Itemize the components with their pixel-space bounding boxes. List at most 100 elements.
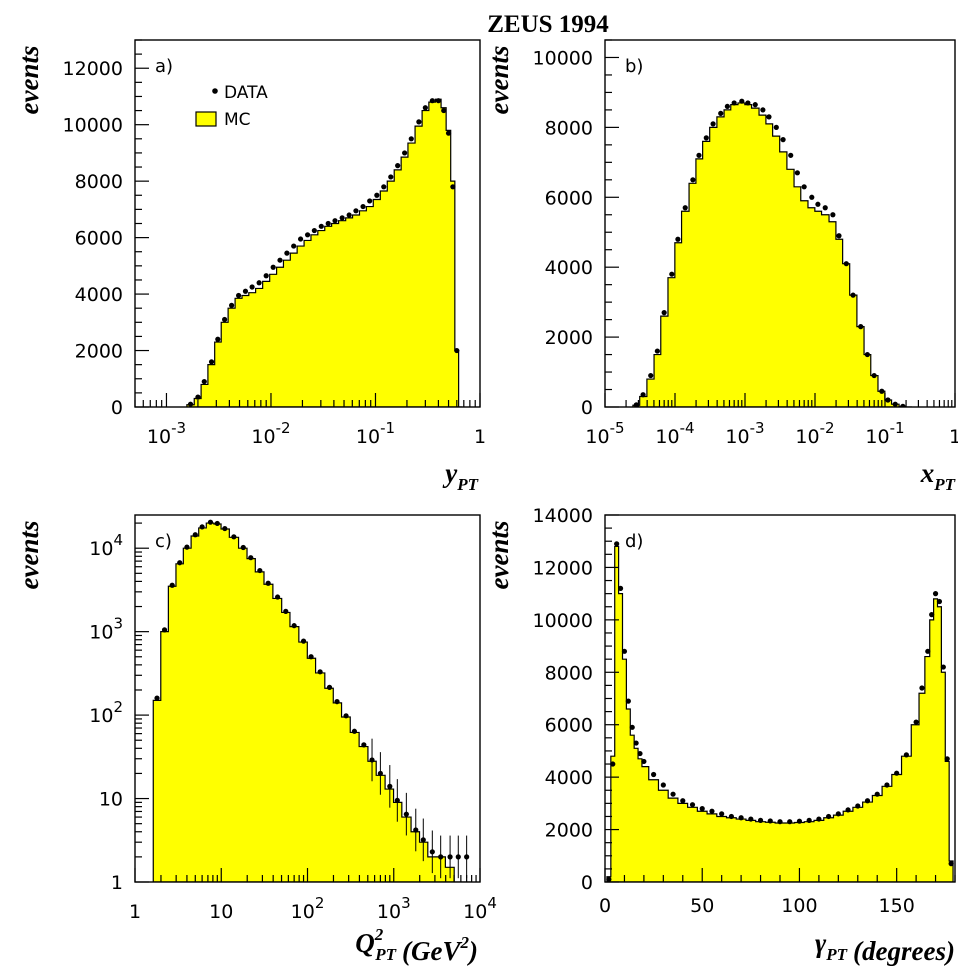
legend: DATA MC (195, 83, 268, 130)
data-point (161, 627, 168, 633)
x-tick-label: 102 (291, 894, 325, 923)
y-axis-label: events (14, 521, 44, 590)
x-tick-label: 150 (879, 895, 915, 917)
data-point (263, 273, 269, 279)
data-point (318, 223, 324, 229)
data-point (242, 288, 249, 294)
data-point (610, 761, 616, 767)
x-tick-label: 10-1 (356, 419, 395, 448)
data-point (651, 771, 657, 778)
data-point (738, 815, 744, 821)
y-tick-label: 10000 (533, 47, 593, 69)
data-point (277, 257, 283, 263)
data-point (699, 806, 705, 812)
panel-d: 0 50 100 150 0 2000 4000 6000 8000 10000 12000 1400… (484, 505, 956, 966)
data-points-c (154, 519, 470, 879)
x-tick-label: 1 (949, 426, 958, 448)
data-point (387, 783, 393, 789)
data-point (222, 316, 228, 323)
data-point (402, 150, 408, 156)
y-tick-label: 14000 (533, 505, 593, 527)
data-point (936, 598, 943, 605)
data-point (913, 719, 919, 725)
y-tick-label: 2000 (75, 341, 123, 363)
y-tick-label: 104 (89, 531, 123, 560)
data-point (864, 351, 870, 358)
data-point (748, 816, 754, 822)
data-point (670, 791, 676, 797)
data-point (809, 194, 815, 200)
data-point (353, 208, 359, 214)
data-point (675, 236, 681, 242)
y-tick-label: 8000 (75, 171, 123, 193)
data-point (621, 648, 628, 654)
panel-label: c) (155, 531, 172, 552)
data-point (843, 261, 849, 267)
data-point (835, 811, 841, 817)
data-point (325, 220, 331, 227)
data-point (377, 770, 383, 777)
panel-label: b) (625, 56, 643, 77)
data-point (633, 740, 639, 746)
x-tick-label: 10-4 (655, 419, 694, 448)
data-point (454, 347, 460, 354)
x-axis-label: Q2 PT (GeV2) (355, 925, 478, 966)
data-point (395, 163, 401, 169)
data-point (728, 813, 734, 820)
y-tick-label: 4000 (545, 767, 593, 789)
x-tick-label: 10-2 (795, 419, 834, 448)
data-point (794, 170, 800, 176)
data-point (248, 555, 254, 561)
data-point (447, 854, 453, 860)
data-point (195, 394, 201, 400)
data-point (929, 612, 935, 618)
y-tick-label: 6000 (545, 187, 593, 209)
data-point (925, 648, 931, 654)
data-point (438, 854, 444, 860)
x-tick-label: 100 (781, 895, 817, 917)
y-axis-b: 0 2000 4000 6000 8000 10000 (533, 39, 619, 419)
data-point (739, 98, 745, 104)
data-point (317, 669, 323, 675)
data-point (606, 876, 612, 882)
data-point (207, 519, 214, 525)
x-tick-label: 10-1 (865, 419, 904, 448)
data-point (690, 177, 696, 183)
data-point (308, 654, 314, 660)
data-point (816, 816, 822, 822)
x-tick-label: 103 (377, 894, 411, 923)
y-tick-label: 12000 (63, 58, 123, 80)
panel-c: 1 10 102 103 104 1 10 102 103 104 c) events Q2 PT (GeV… (14, 514, 497, 966)
y-tick-label: 6000 (545, 715, 593, 737)
x-axis-b: 10-5 10-4 10-3 10-2 10-1 1 (585, 393, 958, 448)
data-point (346, 212, 352, 218)
data-point (777, 819, 783, 825)
plot-frame-b (604, 39, 956, 408)
data-point (766, 114, 772, 120)
data-point (614, 541, 620, 547)
x-tick-label: 104 (463, 894, 497, 923)
y-tick-label: 0 (581, 872, 593, 894)
data-point (339, 215, 345, 221)
data-point (752, 102, 758, 108)
data-point (903, 752, 909, 758)
data-point (208, 359, 215, 365)
figure-title: ZEUS 1994 (487, 11, 609, 38)
data-point (637, 750, 643, 757)
data-point (361, 742, 367, 748)
data-point (836, 233, 842, 239)
y-axis-d: 0 2000 4000 6000 8000 10000 12000 14000 (533, 505, 619, 894)
data-point (429, 98, 435, 104)
data-point (724, 103, 730, 110)
data-point (858, 324, 864, 330)
x-axis-label: γPT (degrees) (815, 928, 955, 966)
y-tick-label: 2000 (545, 820, 593, 842)
y-tick-label: 6000 (75, 228, 123, 250)
data-point (381, 184, 387, 190)
data-point (874, 791, 880, 797)
data-point (360, 203, 366, 210)
panel-label: d) (625, 531, 643, 552)
data-point (884, 782, 890, 788)
legend-mc-label: MC (224, 110, 251, 130)
data-point (731, 100, 737, 106)
